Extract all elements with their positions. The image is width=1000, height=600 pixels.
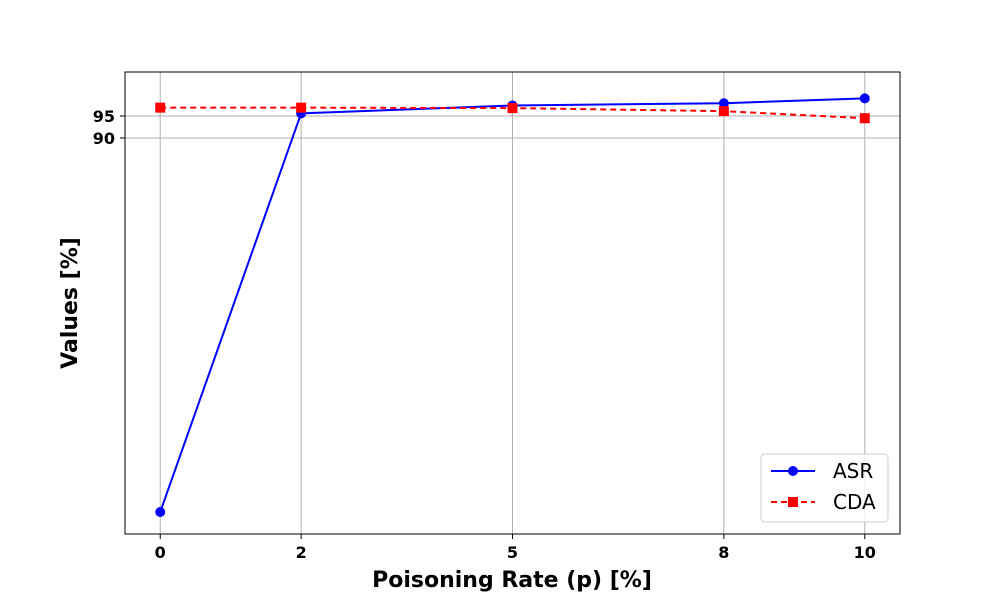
grid: [125, 72, 900, 534]
series-asr-point: [718, 98, 729, 109]
series-cda-point: [859, 113, 870, 124]
legend-cda-label: CDA: [833, 490, 876, 514]
series-cda-point: [507, 103, 518, 114]
x-axis: 0 2 5 8 10: [155, 534, 876, 562]
y-tick-label: 95: [93, 107, 115, 126]
legend-cda-marker: [788, 497, 798, 507]
x-tick-label: 2: [296, 543, 307, 562]
legend-asr-label: ASR: [833, 459, 873, 483]
x-tick-label: 8: [718, 543, 729, 562]
x-tick-label: 10: [854, 543, 876, 562]
x-tick-label: 0: [155, 543, 166, 562]
series-cda-point: [296, 102, 307, 113]
series-cda-point: [155, 102, 166, 113]
legend: ASR CDA: [760, 453, 889, 523]
legend-asr-marker: [788, 466, 798, 476]
series-asr-point: [155, 507, 166, 517]
x-tick-label: 5: [507, 543, 518, 562]
y-axis-label: Values [%]: [58, 237, 83, 369]
y-tick-label: 90: [93, 129, 115, 148]
series-cda-point: [718, 106, 729, 117]
series-layer: [155, 93, 870, 517]
x-axis-label: Poisoning Rate (p) [%]: [372, 568, 652, 593]
series-asr-point: [859, 93, 870, 104]
